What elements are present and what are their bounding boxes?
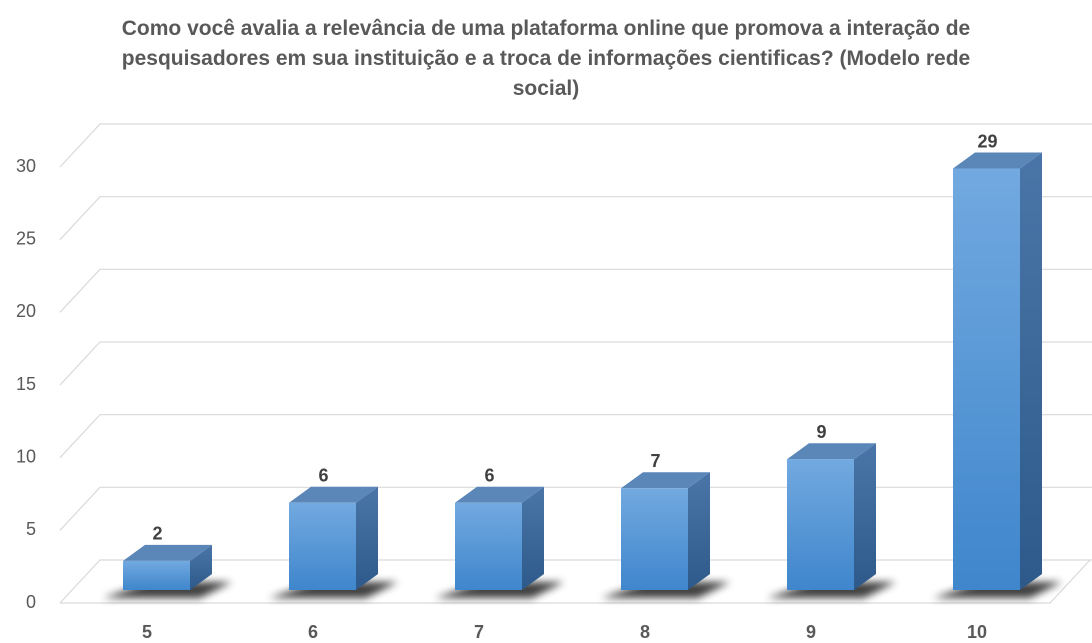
bar-side — [1020, 152, 1042, 591]
grid-line — [59, 486, 1092, 531]
y-tick-label: 30 — [16, 156, 36, 176]
bar-side — [190, 544, 212, 590]
y-tick-label: 15 — [16, 374, 36, 394]
y-tick-label: 0 — [26, 592, 36, 612]
data-label: 7 — [650, 451, 660, 471]
grid-line — [59, 559, 1092, 604]
floor — [60, 559, 1091, 604]
bar — [621, 488, 688, 590]
grid-line — [59, 123, 1092, 168]
bar — [953, 168, 1020, 591]
x-tick-label: 7 — [474, 622, 484, 642]
y-tick-label: 5 — [26, 519, 36, 539]
bar-side — [522, 486, 544, 590]
x-tick-label: 6 — [308, 622, 318, 642]
x-tick-label: 8 — [640, 622, 650, 642]
data-label: 9 — [816, 422, 826, 442]
bar-side — [688, 472, 710, 590]
bar — [123, 560, 190, 590]
bar — [289, 502, 356, 590]
grid-line — [59, 341, 1092, 386]
bar-top — [953, 152, 1042, 169]
y-tick-label: 20 — [16, 301, 36, 321]
grid-line — [59, 268, 1092, 313]
bar — [455, 502, 522, 590]
y-tick-label: 10 — [16, 446, 36, 466]
bar-top — [787, 443, 876, 460]
bar-side — [356, 486, 378, 590]
bar — [787, 459, 854, 590]
data-label: 2 — [152, 524, 162, 544]
x-tick-label: 5 — [142, 622, 152, 642]
x-tick-label: 9 — [806, 622, 816, 642]
chart-title: Como você avalia a relevância de uma pla… — [121, 17, 971, 100]
x-tick-label: 10 — [967, 622, 987, 642]
bar-top — [455, 486, 544, 503]
y-tick-label: 25 — [16, 228, 36, 248]
data-label: 29 — [977, 131, 997, 151]
bar-top — [289, 486, 378, 503]
grid-line — [59, 414, 1092, 459]
bar-side — [854, 443, 876, 590]
bar-top — [621, 472, 710, 489]
bar-top — [123, 544, 212, 561]
grid-line — [59, 196, 1092, 241]
data-label: 6 — [484, 466, 494, 486]
data-label: 6 — [318, 466, 328, 486]
